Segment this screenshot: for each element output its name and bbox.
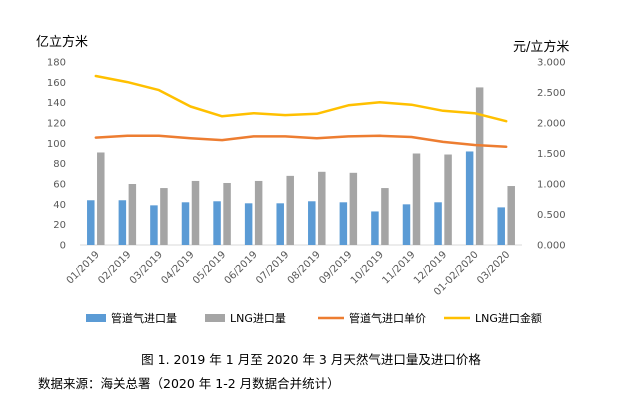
- x-tick-label: 03/2020: [475, 249, 512, 286]
- bar-pipeline-volume: [465, 151, 474, 245]
- bar-pipeline-volume: [402, 204, 411, 245]
- left-tick-label: 180: [47, 58, 66, 69]
- chart: 亿立方米 元/立方米 0 20 40 60 80 100 120 140 160 180 0.00…: [36, 34, 569, 325]
- legend-label: LNG进口量: [230, 312, 286, 325]
- left-tick-label: 40: [53, 200, 66, 211]
- legend-swatch: [86, 314, 106, 322]
- bar-lng-volume: [507, 186, 515, 245]
- bar-pipeline-volume: [150, 205, 158, 245]
- line-lng-amount: [94, 74, 508, 123]
- figure-caption: 图 1. 2019 年 1 月至 2020 年 3 月天然气进口量及进口价格: [141, 352, 481, 367]
- legend-label: 管道气进口量: [111, 311, 177, 325]
- line-pipeline-price: [94, 134, 508, 149]
- right-axis-ticks: 0.000 0.500 1.000 1.500 2.000 2.500 3.000: [537, 58, 566, 252]
- bar-pipeline-volume: [87, 200, 95, 245]
- bar-lng-volume: [191, 180, 200, 245]
- left-tick-label: 140: [47, 98, 66, 109]
- left-tick-label: 120: [47, 119, 66, 130]
- bar-lng-volume: [318, 171, 326, 245]
- bar-lng-volume: [444, 154, 452, 245]
- bar-lng-volume: [223, 182, 231, 245]
- left-tick-label: 60: [53, 180, 66, 191]
- right-axis-unit: 元/立方米: [513, 39, 569, 55]
- legend-label: LNG进口金额: [475, 311, 542, 325]
- x-axis-ticks: 01/201902/201903/201904/201905/201906/20…: [65, 249, 513, 298]
- x-tick-label: 07/2019: [254, 249, 291, 286]
- legend-swatch: [205, 314, 225, 322]
- bar-lng-volume: [160, 188, 168, 245]
- left-tick-label: 20: [53, 220, 66, 231]
- x-tick-label: 02/2019: [96, 249, 133, 286]
- bar-pipeline-volume: [434, 202, 442, 245]
- bar-lng-volume: [128, 184, 137, 245]
- bar-pipeline-volume: [339, 202, 348, 245]
- bar-pipeline-volume: [213, 201, 221, 245]
- data-source: 数据来源：海关总署（2020 年 1-2 月数据合并统计）: [38, 376, 340, 391]
- right-tick-label: 2.000: [537, 119, 566, 130]
- left-tick-label: 160: [47, 78, 66, 89]
- bar-lng-volume: [97, 152, 105, 245]
- bar-lng-volume: [412, 153, 421, 245]
- x-tick-label: 10/2019: [349, 249, 386, 286]
- bar-pipeline-volume: [371, 211, 379, 245]
- bar-lng-volume: [254, 180, 263, 245]
- x-tick-label: 04/2019: [159, 249, 196, 286]
- legend: 管道气进口量 LNG进口量 管道气进口单价 LNG进口金额: [86, 311, 542, 325]
- x-tick-label: 08/2019: [286, 249, 323, 286]
- legend-label: 管道气进口单价: [349, 311, 426, 325]
- right-tick-label: 3.000: [537, 58, 566, 69]
- bar-pipeline-volume: [308, 201, 316, 245]
- x-tick-label: 01/2019: [65, 249, 102, 286]
- right-tick-label: 0.000: [537, 241, 566, 252]
- bar-series: [87, 87, 515, 246]
- x-tick-label: 09/2019: [317, 249, 354, 286]
- left-tick-label: 100: [47, 139, 66, 150]
- bar-pipeline-volume: [497, 207, 505, 245]
- left-tick-label: 0: [60, 241, 66, 252]
- x-tick-label: 03/2019: [128, 249, 165, 286]
- bar-lng-volume: [349, 172, 358, 245]
- right-tick-label: 2.500: [537, 88, 566, 99]
- right-tick-label: 1.000: [537, 180, 566, 191]
- left-axis-ticks: 0 20 40 60 80 100 120 140 160 180: [47, 58, 66, 252]
- x-tick-label: 05/2019: [191, 249, 228, 286]
- bar-pipeline-volume: [244, 203, 253, 245]
- left-tick-label: 80: [53, 159, 66, 170]
- bar-pipeline-volume: [276, 203, 284, 245]
- x-tick-label: 06/2019: [223, 249, 260, 286]
- bar-lng-volume: [286, 175, 294, 245]
- right-tick-label: 0.500: [537, 210, 566, 221]
- bar-pipeline-volume: [181, 202, 190, 245]
- bar-lng-volume: [475, 87, 484, 246]
- right-tick-label: 1.500: [537, 149, 566, 160]
- bar-lng-volume: [381, 188, 389, 245]
- left-axis-unit: 亿立方米: [36, 34, 88, 50]
- line-series: [94, 74, 508, 149]
- x-tick-label: 11/2019: [380, 249, 417, 286]
- bar-pipeline-volume: [118, 200, 127, 245]
